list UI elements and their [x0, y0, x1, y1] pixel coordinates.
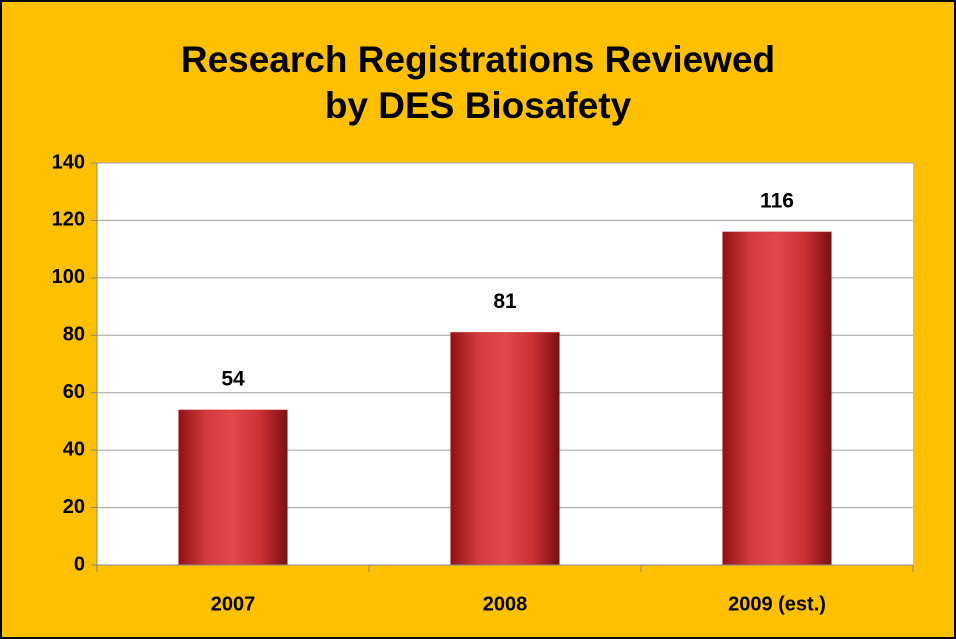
data-label: 81 [493, 290, 517, 313]
y-tick-label: 0 [74, 553, 85, 575]
x-tick-label: 2009 (est.) [728, 593, 826, 615]
bar [722, 231, 832, 566]
y-tick-label: 120 [52, 209, 85, 231]
data-label: 54 [221, 367, 245, 390]
y-tick-label: 100 [52, 266, 85, 288]
y-tick-label: 40 [63, 438, 85, 460]
y-tick-label: 20 [63, 496, 85, 518]
chart-title: Research Registrations Reviewed [181, 39, 775, 80]
y-tick-label: 140 [52, 151, 85, 173]
bar [178, 409, 288, 566]
x-tick-label: 2008 [483, 593, 528, 615]
data-label: 116 [760, 189, 794, 212]
bar [450, 332, 560, 566]
y-tick-label: 60 [63, 381, 85, 403]
y-tick-label: 80 [63, 324, 85, 346]
chart-title: by DES Biosafety [325, 85, 632, 126]
x-tick-label: 2007 [211, 593, 256, 615]
